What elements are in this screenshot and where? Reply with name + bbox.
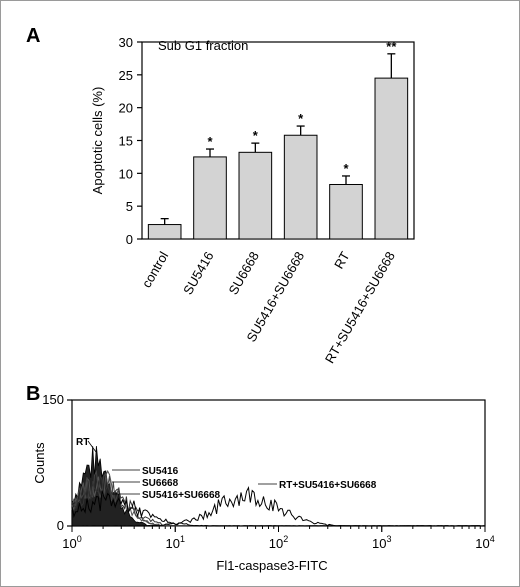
x-tick-label: 104	[475, 534, 494, 551]
plot-frame-a	[141, 41, 415, 240]
y-tick-label: 30	[119, 35, 133, 50]
histogram-label-combined: RT+SU5416+SU6668	[279, 480, 377, 491]
bar	[238, 151, 273, 240]
x-ticks-b: 100 101 102 103 104	[62, 526, 495, 551]
bar	[329, 183, 363, 240]
histogram-label-rt: RT	[76, 437, 89, 448]
significance-mark: *	[343, 161, 349, 176]
y-tick-label: 0	[57, 518, 64, 533]
bar	[193, 156, 227, 240]
y-axis-label-a: Apoptotic cells (%)	[90, 87, 105, 195]
y-tick-label: 25	[119, 68, 133, 83]
y-tick-label: 15	[119, 134, 133, 149]
histogram-label-su5416-su6668: SU5416+SU6668	[142, 490, 221, 501]
y-ticks-b: 0 150	[42, 392, 72, 533]
x-tick-label: 101	[166, 534, 185, 551]
significance-mark: **	[386, 39, 397, 54]
bar	[374, 77, 409, 240]
x-tick-label: SU5416	[180, 249, 216, 297]
histogram-label-su6668: SU6668	[142, 478, 179, 489]
plot-frame-b	[71, 399, 486, 527]
panel-a-letter: A	[26, 25, 40, 47]
y-tick-label: 5	[126, 199, 133, 214]
y-tick-label: 0	[126, 232, 133, 247]
histogram-label-su5416: SU5416	[142, 466, 179, 477]
significance-mark: *	[253, 128, 259, 143]
x-tick-label: 100	[62, 534, 81, 551]
y-ticks-a: 0 5 10 15 20 25 30	[119, 35, 142, 247]
x-tick-label: RT+SU5416+SU6668	[322, 249, 398, 366]
significance-mark: *	[298, 111, 304, 126]
x-axis-label-b: Fl1-caspase3-FITC	[216, 558, 327, 573]
histogram-traces	[71, 446, 486, 527]
y-tick-label: 20	[119, 101, 133, 116]
bar	[147, 224, 182, 240]
x-tick-label: 102	[269, 534, 288, 551]
bar	[283, 134, 318, 240]
y-tick-label: 10	[119, 166, 133, 181]
chart-annotation: Sub G1 fraction	[158, 38, 248, 53]
panel-b-letter: B	[26, 383, 40, 405]
y-axis-label-b: Counts	[32, 442, 47, 484]
x-tick-label: control	[139, 249, 172, 290]
x-tick-label: 103	[372, 534, 391, 551]
histogram-label-rt-leader	[87, 440, 97, 453]
significance-mark: *	[207, 134, 213, 149]
y-tick-label: 150	[42, 392, 64, 407]
x-tick-label: RT	[331, 249, 353, 271]
bars: * *****	[147, 39, 409, 240]
histogram-trace-combined	[71, 486, 486, 527]
bar-chart: Sub G1 fraction Apoptotic cells (%) 0 5 10…	[90, 35, 415, 366]
x-tick-label: SU6668	[225, 249, 261, 297]
